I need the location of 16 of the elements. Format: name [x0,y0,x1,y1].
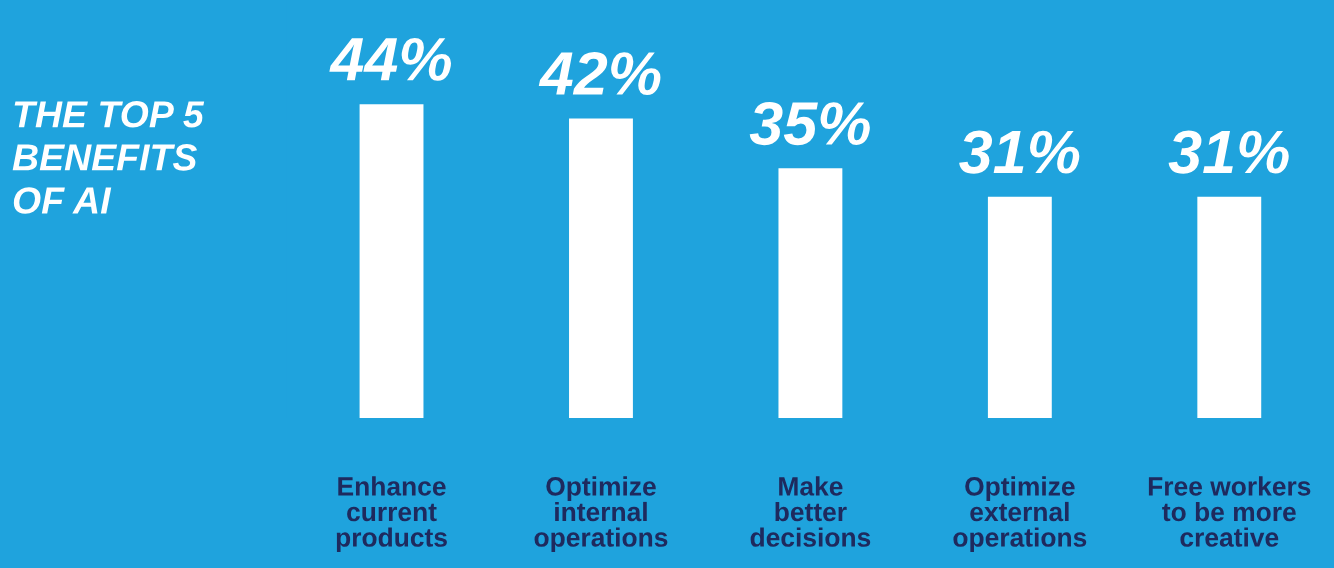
data-label: 31% [1168,130,1289,174]
text: THE TOP 5 BENEFITS OF AI [12,100,205,214]
data-label: 42% [538,51,661,96]
data-label: 44% [329,37,451,81]
bar [359,104,424,418]
bar [1197,196,1262,418]
data-label: 31% [959,130,1080,174]
x-tick-label: Optimize external operations [953,476,1087,553]
x-tick-label: Free workers to be more creative [1148,476,1311,547]
x-tick-label: Enhance current products [336,476,447,553]
bar [987,196,1052,418]
data-label: 35% [749,101,870,146]
x-tick-label: Make better decisions [750,476,871,547]
bar [778,168,843,418]
x-tick-label: Optimize internal operations [534,476,668,553]
bar [569,118,633,418]
